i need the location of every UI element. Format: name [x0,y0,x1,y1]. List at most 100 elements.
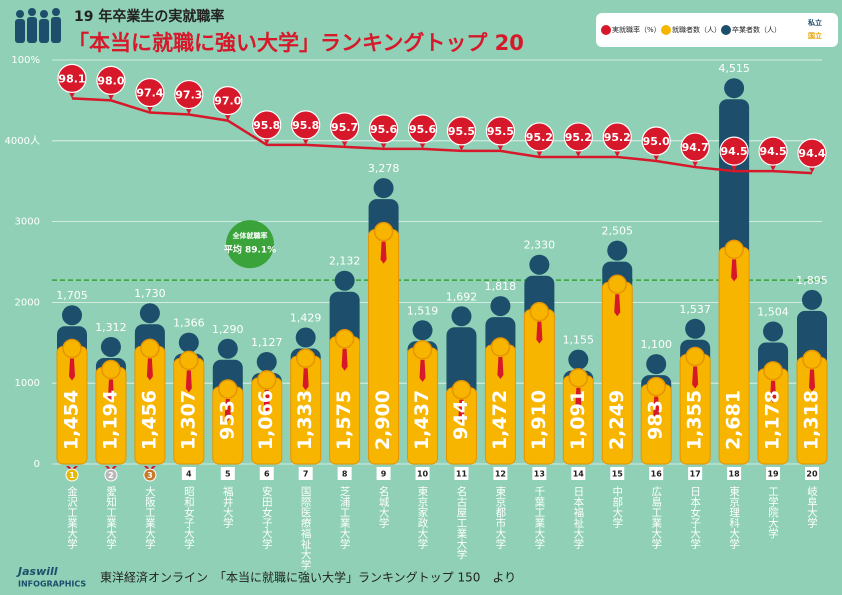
hired-head [62,338,82,359]
graduates-head [295,327,316,348]
tie [419,359,426,382]
graduates-head [451,306,472,327]
rate-label: 94.7 [682,141,709,154]
medal-ribbon [143,466,156,470]
rate-label: 94.5 [759,145,786,158]
rate-label: 95.5 [487,125,514,138]
hired-head [763,361,783,381]
graduates-head [802,289,822,310]
hired-label: 953 [216,400,238,440]
graduates-label: 1,730 [134,287,166,300]
rank-label: 1 [69,471,75,480]
hired-label: 1,178 [762,390,784,450]
hired-head [451,379,472,400]
category-label: 日本福祉大学 [572,486,584,549]
tie [575,387,582,410]
rank-box [415,467,430,480]
rank-box [376,467,391,480]
rank-label: 20 [806,470,818,479]
graduates-label: 1,895 [796,274,828,287]
tie [731,259,738,282]
logo: Jaswill [16,565,58,578]
hired-label: 1,437 [411,390,433,450]
hired-label: 1,910 [528,390,550,450]
rank-label: 6 [264,470,270,479]
tie [770,380,777,403]
hired-head [256,370,277,390]
rate-marker [602,122,632,152]
rate-marker [446,116,477,146]
category-label: 日本女子大学 [689,486,701,549]
people-icon [15,8,61,43]
rate-label: 95.2 [604,131,631,144]
category-label: 愛知工業大学 [105,485,117,549]
graduates-head [490,296,511,317]
rate-marker [174,79,204,110]
legend-swatch [601,25,611,35]
graduates-head [646,354,667,375]
medal-ribbon [104,466,117,470]
hired-label: 1,091 [567,390,589,450]
rate-label: 95.8 [253,119,280,132]
rate-line [71,97,813,175]
graduates-label: 1,429 [290,312,322,325]
rate-label: 97.0 [214,95,241,108]
graduates-label: 1,818 [485,280,517,293]
y-tick-label: 1000 [15,378,40,389]
category-label: 中部大学 [611,485,623,528]
medal [104,468,118,482]
graduates-head [178,332,199,353]
rank-label: 7 [303,470,309,479]
graduates-label: 1,519 [407,304,439,317]
rate-marker [57,63,87,93]
graduates-label: 4,515 [718,62,750,75]
tie [302,368,309,391]
rank-box [805,467,819,480]
rate-label: 98.1 [58,72,85,85]
rate-label: 95.0 [643,135,670,148]
hired-head [373,221,394,242]
rate-marker [680,132,710,162]
hired-label: 1,066 [255,390,277,450]
graduates-head [568,349,589,370]
medal [143,468,157,482]
graduates-head [62,305,82,326]
rate-marker [135,77,165,108]
tie [536,321,543,344]
graduates-head [724,78,745,99]
rate-marker [485,116,516,146]
legend-label: 卒業者数（人） [732,25,781,34]
hired-head [568,368,589,388]
y-tick-label: 0 [34,459,40,470]
hired-label: 983 [645,400,667,440]
rank-label: 15 [612,470,624,479]
graduates-label: 1,127 [251,336,283,349]
rate-marker [213,85,243,116]
legend-label: 国立 [808,31,822,40]
tie [107,379,114,402]
rate-marker [368,114,399,144]
graduates-head [373,178,394,199]
rate-label: 94.4 [798,147,825,160]
hired-head [802,349,822,370]
rate-label: 98.0 [97,74,124,87]
graduates-head [100,336,121,357]
tie [380,241,387,264]
y-tick-label: 2000 [15,297,40,308]
rate-label: 97.3 [175,89,202,102]
category-label: 大阪工業大学 [144,485,156,549]
hired-label: 1,355 [684,390,706,450]
rank-box [610,467,625,480]
category-label: 芝浦工業大学 [339,485,351,549]
category-label: 安田女子大学 [261,485,273,549]
graduates-label: 1,100 [640,338,672,351]
rank-label: 17 [690,470,701,479]
category-label: 工学院大学 [767,486,779,539]
tie [341,348,348,371]
rate-marker [291,110,321,140]
tie [692,366,699,389]
rank-box [532,467,547,480]
medal [65,468,79,482]
rank-label: 19 [767,470,779,479]
rate-marker [407,114,438,144]
